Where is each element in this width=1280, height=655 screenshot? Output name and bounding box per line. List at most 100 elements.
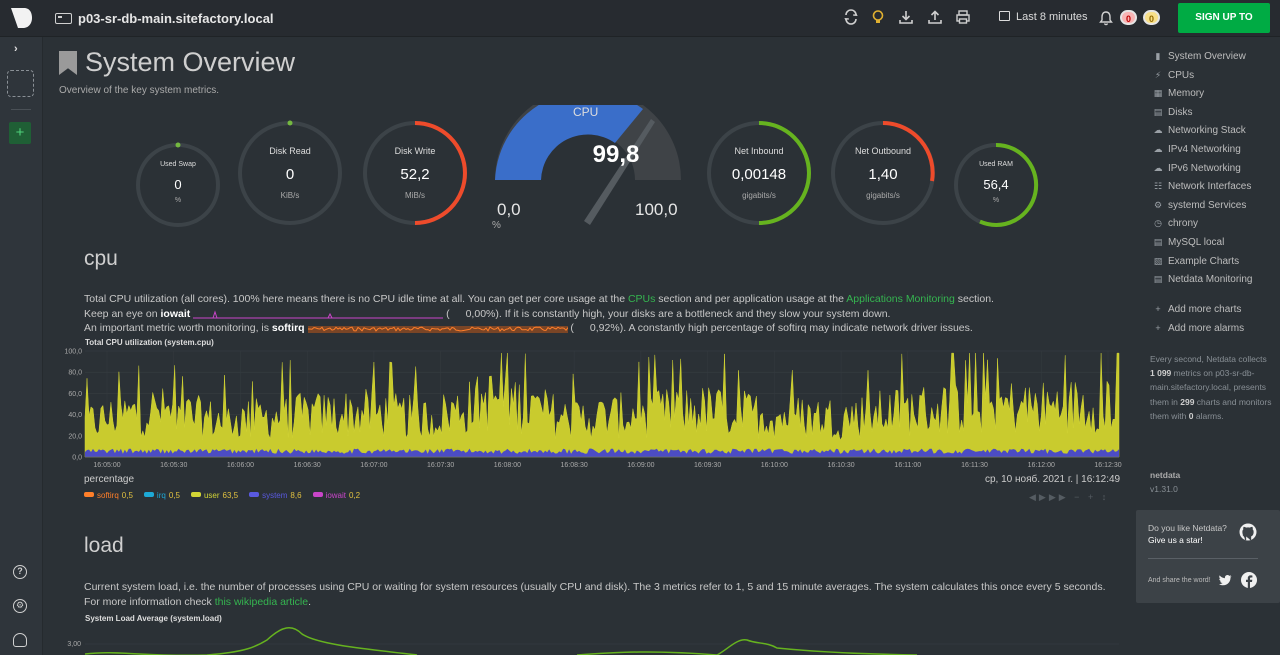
gauge-net-inbound-arc [758,121,811,225]
time-range-picker[interactable]: Last 8 minutes [999,11,1088,23]
applications-monitoring-link[interactable]: Applications Monitoring [846,293,955,305]
gauge-title: Disk Write [394,146,436,156]
add-more-alarms-link[interactable]: + Add more alarms [1153,323,1244,334]
x-tick-label: 16:08:00 [494,462,521,469]
gauge-net-inbound[interactable]: Net Inbound 0,00148 gigabits/s [705,119,813,227]
sign-up-to-cloud-button[interactable]: SIGN UP TO CLOUD [1178,3,1270,53]
upload-icon[interactable] [926,9,944,27]
add-space-button[interactable]: + [9,122,31,144]
cpus-link[interactable]: CPUs [627,293,656,305]
nav-item-system-overview[interactable]: ▮ System Overview [1153,51,1246,62]
legend-item-irq[interactable]: irq 0,5 [143,491,180,500]
facebook-icon[interactable] [1241,572,1257,588]
top-bar: p03-sr-db-main.sitefactory.local Last 8 … [0,0,1280,53]
gauge-cpu[interactable] [483,105,693,235]
load-series-line [84,627,918,655]
wikipedia-link[interactable]: this wikipedia article [214,595,309,608]
load-chart[interactable]: 3,00 [57,622,1122,655]
y-tick-label: 40,0 [68,412,82,419]
gauge-used-ram[interactable]: Used RAM 56,4 % [952,141,1040,229]
netdata-version[interactable]: v1.31.0 [1150,484,1178,494]
gauge-value: 0,00148 [731,166,787,183]
lightbulb-icon[interactable] [869,9,887,27]
critical-alarms-badge[interactable]: 0 [1120,10,1137,25]
github-icon[interactable] [1239,523,1257,541]
chevron-right-icon[interactable]: › [14,43,18,55]
cpu-chart[interactable]: 100,0 80,0 60,0 40,0 20,0 0,0 16:05:00 16:05:30… [57,345,1122,470]
softirq-sparkline[interactable] [307,323,568,333]
main-content: System Overview Overview of the key syst… [43,37,1135,655]
nav-item-netdata-monitoring[interactable]: ▤ Netdata Monitoring [1153,274,1253,285]
space-placeholder[interactable] [7,70,34,97]
gauge-disk-write[interactable]: Disk Write 52,2 MiB/s [361,119,469,227]
rail-divider [11,109,31,110]
x-tick-label: 16:11:30 [961,462,988,469]
legend-item-softirq[interactable]: softirq 0,5 [84,491,133,500]
section-heading-load: load [84,534,124,557]
y-tick-label: 80,0 [68,370,82,377]
twitter-icon[interactable] [1219,575,1232,586]
gauge-used-swap[interactable]: Used Swap 0 % [134,141,222,229]
nav-item-chrony[interactable]: ◷ chrony [1153,218,1198,229]
legend-item-iowait[interactable]: iowait 0,2 [312,491,361,500]
cpu-gauge-max: 100,0 [635,200,678,219]
settings-icon[interactable]: ⚙ [13,599,27,613]
x-tick-label: 16:05:00 [93,462,120,469]
download-icon[interactable] [897,9,915,27]
gauge-used-swap-marker [175,142,181,148]
text: section and per application usage at the [655,293,847,305]
star-question: Do you like Netdata? [1148,523,1227,533]
page-subtitle: Overview of the key system metrics. [59,85,220,96]
nav-label: Add more charts [1168,304,1242,315]
page-title: System Overview [85,47,296,77]
hostname[interactable]: p03-sr-db-main.sitefactory.local [78,11,274,26]
print-icon[interactable] [954,9,972,27]
nav-item-networking-stack[interactable]: ☁ Networking Stack [1153,125,1246,136]
warning-alarms-badge[interactable]: 0 [1143,10,1160,25]
user-icon[interactable] [13,633,27,647]
legend-swatch [84,492,94,497]
cpu-chart-units: percentage [84,474,135,485]
iowait-label: iowait [160,307,191,320]
nav-item-network-interfaces[interactable]: ☷ Network Interfaces [1153,181,1251,192]
sync-icon[interactable] [842,9,860,27]
x-tick-label: 16:10:30 [827,462,854,469]
nav-item-disks[interactable]: ▤ Disks [1153,106,1193,118]
text: alarms. [1193,410,1224,421]
legend-name: iowait [325,491,346,500]
nav-item-mysql-local[interactable]: ▤ MySQL local [1153,237,1225,248]
bell-icon[interactable] [1099,10,1113,26]
section-heading-cpu: cpu [84,247,118,270]
nav-item-example-charts[interactable]: ▧ Example Charts [1153,256,1239,267]
gauge-value: 0 [285,166,295,183]
iowait-sparkline[interactable] [193,309,444,319]
softirq-label: softirq [271,322,305,334]
legend-value: 0,2 [349,491,361,500]
bookmark-icon: ▮ [1155,51,1161,61]
add-more-charts-link[interactable]: + Add more charts [1153,304,1241,315]
cpu-gauge-needle [584,119,655,225]
legend-item-user[interactable]: user 63,5 [190,491,238,500]
load-description: Current system load, i.e. the number of … [84,580,1114,609]
text: ). If it is constantly high, your disks … [495,307,891,320]
netdata-logo-icon[interactable] [9,7,33,29]
gauge-net-outbound[interactable]: Net Outbound 1,40 gigabits/s [829,119,937,227]
nav-item-cpus[interactable]: ⚡ CPUs [1153,70,1194,81]
nav-item-ipv6-networking[interactable]: ☁ IPv6 Networking [1153,163,1241,174]
star-cta[interactable]: Give us a star! [1148,535,1203,545]
legend-item-system[interactable]: system 8,6 [249,491,302,500]
nav-label: Memory [1168,88,1205,100]
x-tick-label: 16:09:30 [694,462,721,469]
legend-value: 8,6 [290,491,302,500]
text: charts and monitors them with [1150,396,1272,421]
x-tick-label: 16:08:30 [561,462,588,469]
disk-icon: ▤ [1153,106,1163,117]
nav-item-memory[interactable]: ▦ Memory [1153,88,1204,99]
x-tick-label: 16:09:00 [627,462,654,469]
gauge-disk-read[interactable]: Disk Read 0 KiB/s [236,119,344,227]
chart-toolbox[interactable]: ◀▶▶▶ − + ↕ [1029,492,1110,502]
nav-item-ipv4-networking[interactable]: ☁ IPv4 Networking [1153,144,1241,155]
right-navigation: ▮ System Overview ⚡ CPUs ▦ Memory ▤ Disks ☁ Netwo… [1135,37,1280,655]
nav-item-systemd-services[interactable]: ⚙ systemd Services [1153,200,1246,211]
help-icon[interactable]: ? [13,565,27,579]
